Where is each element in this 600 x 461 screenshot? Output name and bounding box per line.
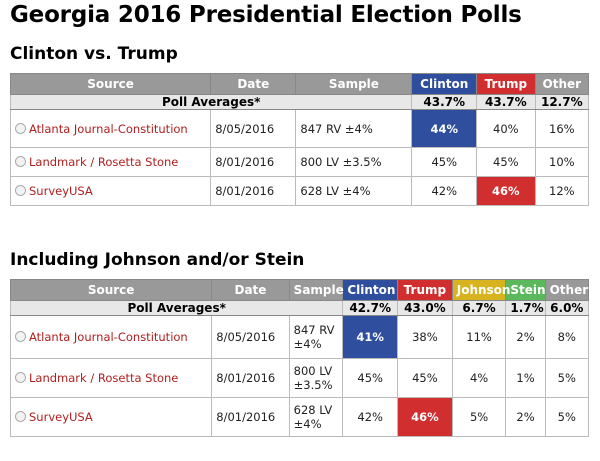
poll-clinton: 44%	[411, 109, 478, 148]
col-header-other[interactable]: Other	[544, 279, 590, 301]
poll-trump: 45%	[476, 147, 536, 177]
source-label[interactable]: Atlanta Journal-Constitution	[29, 121, 188, 136]
poll-trump: 46%	[397, 397, 453, 437]
poll-stein: 2%	[505, 315, 546, 359]
poll-johnson: 5%	[451, 397, 507, 437]
avg-johnson: 6.7%	[451, 300, 507, 316]
poll-averages-row: Poll Averages* 42.7% 43.0% 6.7% 1.7% 6.0…	[9, 300, 590, 316]
avg-clinton: 43.7%	[411, 94, 478, 110]
col-header-date[interactable]: Date	[211, 279, 290, 301]
table-row: SurveyUSA 8/01/2016 628 LV ±4% 42% 46% 1…	[9, 176, 590, 206]
source-label[interactable]: Atlanta Journal-Constitution	[29, 330, 188, 344]
poll-averages-label: Poll Averages*	[9, 300, 344, 316]
poll-other: 10%	[534, 147, 590, 177]
poll-date: 8/01/2016	[211, 397, 290, 437]
poll-other: 5%	[544, 358, 590, 398]
avg-clinton: 42.7%	[342, 300, 399, 316]
col-header-source[interactable]: Source	[9, 73, 212, 95]
col-header-date[interactable]: Date	[210, 73, 297, 95]
poll-clinton: 42%	[342, 397, 399, 437]
poll-source-link[interactable]: SurveyUSA	[9, 176, 212, 206]
poll-sample: 628 LV ±4%	[295, 176, 413, 206]
poll-sample: 847 RV ±4%	[295, 109, 413, 148]
col-header-trump[interactable]: Trump	[476, 73, 536, 95]
poll-source-link[interactable]: Landmark / Rosetta Stone	[9, 147, 212, 177]
poll-stein: 2%	[505, 397, 546, 437]
table-row: SurveyUSA 8/01/2016 628 LV ±4% 42% 46% 5…	[9, 397, 590, 437]
poll-averages-row: Poll Averages* 43.7% 43.7% 12.7%	[9, 94, 590, 110]
table-row: Landmark / Rosetta Stone 8/01/2016 800 L…	[9, 358, 590, 398]
poll-other: 8%	[544, 315, 590, 359]
poll-source-link[interactable]: Atlanta Journal-Constitution	[9, 109, 212, 148]
col-header-trump[interactable]: Trump	[397, 279, 453, 301]
page-title: Georgia 2016 Presidential Election Polls	[10, 2, 522, 28]
poll-source-link[interactable]: Landmark / Rosetta Stone	[9, 358, 213, 398]
col-header-sample[interactable]: Sample	[295, 73, 413, 95]
source-label[interactable]: Landmark / Rosetta Stone	[29, 155, 179, 169]
poll-trump: 40%	[476, 109, 536, 148]
avg-other: 12.7%	[534, 94, 590, 110]
poll-trump: 46%	[476, 176, 536, 206]
poll-other: 12%	[534, 176, 590, 206]
col-header-clinton[interactable]: Clinton	[342, 279, 399, 301]
poll-sample: 847 RV ±4%	[288, 315, 344, 359]
col-header-stein[interactable]: Stein	[505, 279, 546, 301]
poll-date: 8/01/2016	[210, 147, 297, 177]
poll-averages-label: Poll Averages*	[9, 94, 413, 110]
radio-icon[interactable]	[15, 372, 26, 383]
poll-clinton: 45%	[342, 358, 399, 398]
table-row: Landmark / Rosetta Stone 8/01/2016 800 L…	[9, 147, 590, 177]
poll-date: 8/01/2016	[211, 358, 290, 398]
source-label[interactable]: SurveyUSA	[29, 184, 93, 198]
radio-icon[interactable]	[15, 122, 26, 134]
radio-icon[interactable]	[15, 411, 26, 422]
radio-icon[interactable]	[15, 156, 26, 167]
poll-date: 8/05/2016	[210, 109, 297, 148]
poll-clinton: 42%	[411, 176, 478, 206]
col-header-clinton[interactable]: Clinton	[411, 73, 478, 95]
poll-sample: 628 LV ±4%	[288, 397, 344, 437]
poll-date: 8/05/2016	[211, 315, 290, 359]
section-heading-johnson-stein: Including Johnson and/or Stein	[10, 250, 305, 270]
radio-icon[interactable]	[15, 331, 26, 342]
poll-source-link[interactable]: SurveyUSA	[9, 397, 213, 437]
poll-sample: 800 LV ±3.5%	[295, 147, 413, 177]
avg-trump: 43.0%	[397, 300, 453, 316]
poll-other: 5%	[544, 397, 590, 437]
poll-stein: 1%	[505, 358, 546, 398]
section-heading-clinton-trump: Clinton vs. Trump	[10, 44, 178, 64]
col-header-source[interactable]: Source	[9, 279, 213, 301]
col-header-other[interactable]: Other	[534, 73, 590, 95]
col-header-sample[interactable]: Sample	[288, 279, 344, 301]
source-label[interactable]: SurveyUSA	[29, 410, 93, 424]
table-header-row: Source Date Sample Clinton Trump Other	[9, 73, 590, 95]
poll-table-head-to-head: Source Date Sample Clinton Trump Other P…	[9, 73, 590, 206]
source-label[interactable]: Landmark / Rosetta Stone	[29, 371, 179, 385]
avg-stein: 1.7%	[505, 300, 546, 316]
poll-sample: 800 LV ±3.5%	[288, 358, 344, 398]
poll-table-multi-candidate: Source Date Sample Clinton Trump Johnson…	[9, 279, 590, 437]
table-header-row: Source Date Sample Clinton Trump Johnson…	[9, 279, 590, 301]
poll-date: 8/01/2016	[210, 176, 297, 206]
table-row: Atlanta Journal-Constitution 8/05/2016 8…	[9, 315, 590, 359]
avg-other: 6.0%	[544, 300, 590, 316]
poll-trump: 38%	[397, 315, 453, 359]
table-row: Atlanta Journal-Constitution 8/05/2016 8…	[9, 109, 590, 148]
poll-other: 16%	[534, 109, 590, 148]
poll-clinton: 41%	[342, 315, 399, 359]
poll-clinton: 45%	[411, 147, 478, 177]
poll-source-link[interactable]: Atlanta Journal-Constitution	[9, 315, 213, 359]
avg-trump: 43.7%	[476, 94, 536, 110]
radio-icon[interactable]	[15, 185, 26, 196]
poll-johnson: 11%	[451, 315, 507, 359]
col-header-johnson[interactable]: Johnson	[451, 279, 510, 301]
poll-johnson: 4%	[451, 358, 507, 398]
poll-trump: 45%	[397, 358, 453, 398]
